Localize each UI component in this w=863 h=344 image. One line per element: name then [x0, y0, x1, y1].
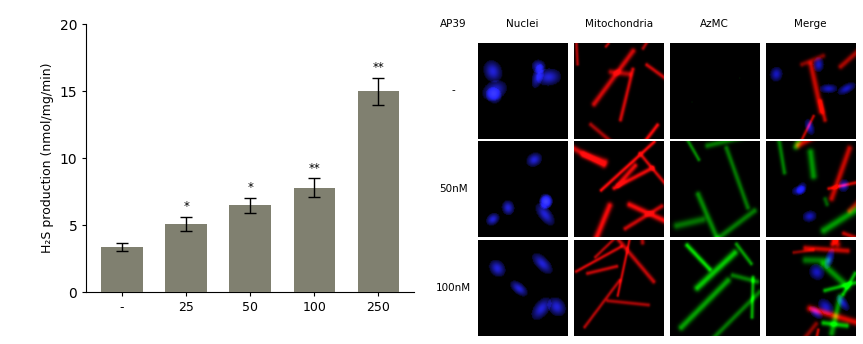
Text: AP39: AP39 — [440, 19, 466, 29]
Text: Merge: Merge — [795, 19, 827, 29]
Text: 50nM: 50nM — [438, 184, 468, 194]
Text: **: ** — [308, 162, 320, 175]
Text: 100nM: 100nM — [436, 283, 470, 293]
Text: *: * — [183, 200, 189, 213]
Y-axis label: H₂S production (nmol/mg/min): H₂S production (nmol/mg/min) — [41, 63, 54, 254]
Text: AzMC: AzMC — [700, 19, 729, 29]
Bar — [230, 205, 271, 292]
Text: *: * — [248, 182, 253, 194]
Bar — [293, 188, 335, 292]
Text: Mitochondria: Mitochondria — [584, 19, 652, 29]
Text: **: ** — [373, 61, 384, 74]
Bar — [101, 247, 143, 292]
Text: -: - — [451, 86, 455, 96]
Text: Nuclei: Nuclei — [507, 19, 539, 29]
Bar — [166, 224, 207, 292]
Bar — [357, 91, 400, 292]
